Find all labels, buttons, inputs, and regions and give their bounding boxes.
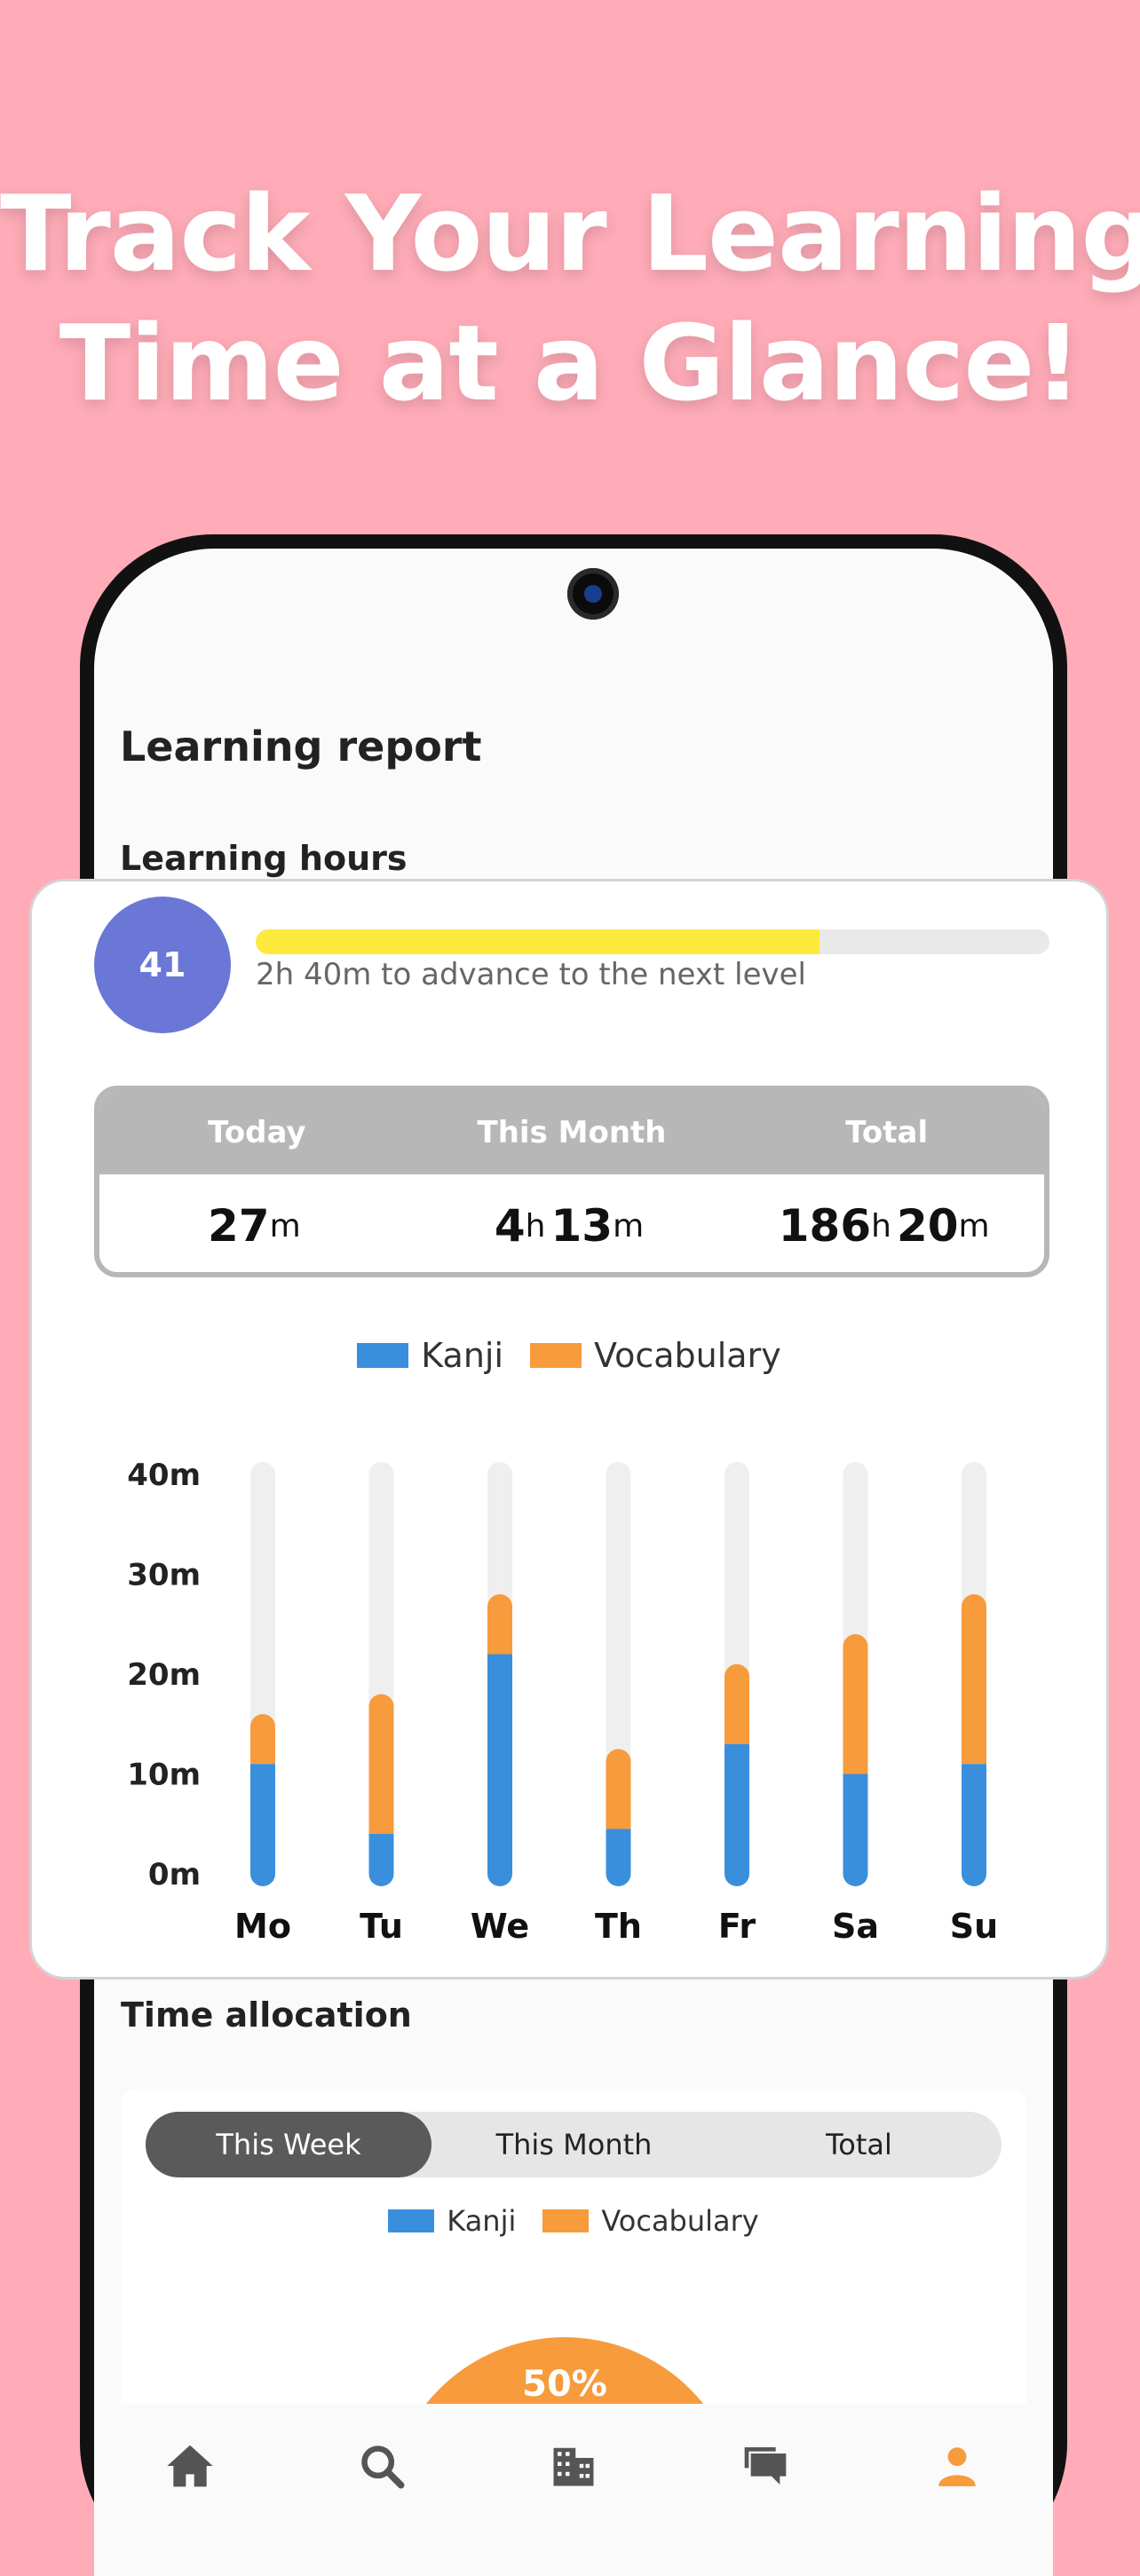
pie-slice-label: 50% <box>522 2364 607 2405</box>
legend-item-vocabulary: Vocabulary <box>530 1336 781 1375</box>
header-this-month: This Month <box>477 1115 667 1150</box>
bar-vocabulary <box>724 1663 749 1744</box>
x-tick-label: Su <box>950 1907 998 1946</box>
page-title: Learning report <box>120 723 482 770</box>
time-summary-header: Today This Month Total <box>99 1091 1044 1174</box>
headline-line-1: Track Your Learning <box>0 172 1140 295</box>
header-total: Total <box>845 1115 929 1150</box>
legend-label-vocabulary: Vocabulary <box>594 1336 781 1375</box>
legend-item-vocabulary: Vocabulary <box>542 2204 759 2238</box>
bar-kanji <box>487 1654 512 1886</box>
period-segmented-control: This Week This Month Total <box>146 2112 1001 2177</box>
bar-kanji <box>606 1829 631 1886</box>
search-icon[interactable] <box>355 2439 408 2493</box>
tab-total[interactable]: Total <box>826 2128 892 2161</box>
today-minutes: 27 <box>208 1200 270 1252</box>
total-hours-unit: h <box>871 1207 891 1245</box>
section-title-time-allocation: Time allocation <box>121 1995 412 2035</box>
legend-swatch-vocabulary <box>530 1343 582 1368</box>
legend-item-kanji: Kanji <box>357 1336 503 1375</box>
value-today: 27 m <box>99 1174 415 1272</box>
value-this-month: 4 h 13 m <box>415 1174 730 1272</box>
allocation-legend: Kanji Vocabulary <box>121 2204 1026 2238</box>
total-hours: 186 <box>778 1200 872 1252</box>
person-icon[interactable] <box>930 2439 984 2493</box>
bar-vocabulary <box>487 1594 512 1655</box>
level-progress-fill <box>256 929 819 954</box>
bar-kanji <box>724 1743 749 1886</box>
headline-line-2: Time at a Glance! <box>59 302 1082 424</box>
month-hours-unit: h <box>525 1207 546 1245</box>
bottom-navigation <box>94 2404 1053 2576</box>
today-minutes-unit: m <box>269 1207 301 1245</box>
month-minutes: 13 <box>550 1200 614 1252</box>
learning-hours-card: 41 2h 40m to advance to the next level T… <box>29 879 1109 1979</box>
bar-vocabulary <box>368 1694 394 1834</box>
level-badge: 41 <box>94 897 231 1033</box>
tab-this-week[interactable]: This Week <box>146 2112 431 2177</box>
x-tick-label: Mo <box>234 1907 291 1946</box>
total-minutes-unit: m <box>958 1207 990 1245</box>
y-tick-label: 20m <box>127 1657 201 1693</box>
bar-vocabulary <box>843 1634 868 1774</box>
bar-vocabulary <box>250 1714 275 1765</box>
y-tick-label: 10m <box>127 1758 201 1793</box>
y-tick-label: 30m <box>127 1558 201 1593</box>
value-total: 186 h 20 m <box>729 1174 1044 1272</box>
month-minutes-unit: m <box>613 1207 645 1245</box>
bar-vocabulary <box>962 1594 986 1765</box>
legend-item-kanji: Kanji <box>388 2204 516 2238</box>
headline: Track Your Learning Time at a Glance! <box>0 169 1140 428</box>
x-tick-label: Fr <box>718 1907 756 1946</box>
level-progress-text: 2h 40m to advance to the next level <box>256 957 806 992</box>
month-hours: 4 <box>494 1200 526 1252</box>
x-tick-label: We <box>471 1907 529 1946</box>
legend-swatch-vocabulary <box>542 2209 590 2232</box>
x-tick-label: Tu <box>360 1907 403 1946</box>
bar-kanji <box>368 1834 394 1886</box>
legend-swatch-kanji <box>357 1343 409 1368</box>
bar-vocabulary <box>606 1749 631 1829</box>
chat-icon[interactable] <box>739 2439 792 2493</box>
time-summary-table: Today This Month Total 27 m 4 h 13 m 186 h 20 m <box>94 1086 1049 1277</box>
building-icon[interactable] <box>547 2439 600 2493</box>
y-tick-label: 0m <box>148 1857 201 1892</box>
bar-kanji <box>843 1774 868 1886</box>
section-title-learning-hours: Learning hours <box>120 839 408 878</box>
legend-label-kanji: Kanji <box>421 1336 504 1375</box>
time-summary-values: 27 m 4 h 13 m 186 h 20 m <box>99 1174 1044 1272</box>
weekly-learning-chart: 0m 10m 20m 30m 40m Mo Tu We Th Fr Sa Su <box>127 1458 998 1946</box>
legend-swatch-kanji <box>388 2209 435 2232</box>
total-minutes: 20 <box>896 1200 959 1252</box>
home-icon[interactable] <box>163 2439 217 2493</box>
tab-this-month[interactable]: This Month <box>495 2128 653 2161</box>
y-tick-label: 40m <box>127 1458 201 1493</box>
level-progress-bar <box>256 929 1049 954</box>
legend-label-kanji: Kanji <box>447 2204 517 2238</box>
camera-icon <box>567 568 619 620</box>
bar-kanji <box>250 1764 275 1886</box>
header-today: Today <box>208 1115 306 1150</box>
x-tick-label: Sa <box>832 1907 879 1946</box>
bar-kanji <box>962 1764 986 1886</box>
x-tick-label: Th <box>595 1907 642 1946</box>
chart-legend: Kanji Vocabulary <box>32 1336 1106 1375</box>
legend-label-vocabulary: Vocabulary <box>601 2204 759 2238</box>
